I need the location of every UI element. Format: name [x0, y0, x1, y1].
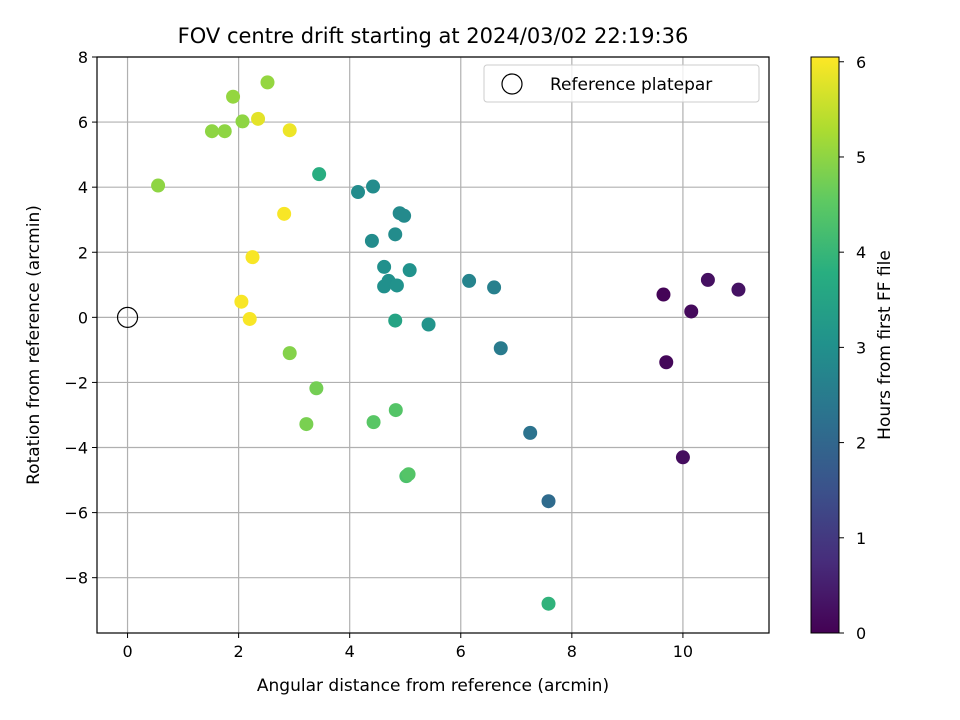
data-point [309, 381, 324, 396]
x-axis-ticks: 0 2 4 6 8 10 [122, 633, 693, 661]
legend-label: Reference platepar [550, 75, 712, 95]
colorbar-label: Hours from first FF file [875, 250, 895, 440]
data-point [487, 280, 502, 295]
data-point [523, 425, 538, 440]
data-point [700, 272, 715, 287]
data-point [251, 111, 266, 126]
legend-box [483, 64, 760, 103]
data-point [421, 317, 436, 332]
x-tick-label: 0 [122, 642, 132, 661]
data-points [151, 75, 746, 611]
colorbar-tick-label: 5 [856, 148, 866, 167]
colorbar-tick-label: 1 [856, 529, 866, 548]
data-point [731, 282, 746, 297]
y-tick-label: 8 [78, 48, 88, 67]
data-point [388, 227, 403, 242]
data-point [245, 250, 260, 265]
data-point [351, 185, 366, 200]
colorbar-tick-label: 4 [856, 243, 866, 262]
data-point [388, 403, 403, 418]
x-tick-label: 4 [345, 642, 355, 661]
data-point [659, 355, 674, 370]
colorbar-tick-label: 0 [856, 624, 866, 643]
data-point [312, 167, 327, 182]
data-point [541, 596, 556, 611]
data-point [397, 208, 412, 223]
data-point [151, 178, 166, 193]
colorbar-frame [810, 56, 840, 634]
data-point [389, 278, 404, 293]
data-point [684, 304, 699, 319]
data-point [377, 259, 392, 274]
colorbar-ticks: 0 1 2 3 4 5 6 [839, 53, 866, 643]
data-point [242, 311, 257, 326]
reference-marker-layer [116, 306, 139, 328]
x-tick-label: 10 [673, 642, 693, 661]
data-point [462, 273, 477, 288]
colorbar-tick-label: 2 [856, 434, 866, 453]
data-point [388, 313, 403, 328]
data-point [364, 233, 379, 248]
data-point [541, 494, 556, 509]
y-tick-label: −2 [64, 373, 88, 392]
data-point [226, 89, 241, 104]
y-tick-label: −4 [64, 439, 88, 458]
y-axis-ticks: 8 6 4 2 0 −2 −4 −6 −8 [64, 48, 97, 588]
y-tick-label: 0 [78, 308, 88, 327]
data-point [656, 287, 671, 302]
chart-title: FOV centre drift starting at 2024/03/02 … [178, 24, 689, 48]
colorbar: 0 1 2 3 4 5 6 Hours from first FF file [810, 53, 895, 643]
x-tick-label: 8 [567, 642, 577, 661]
y-tick-label: 4 [78, 178, 88, 197]
data-point [366, 415, 381, 430]
x-tick-label: 2 [234, 642, 244, 661]
data-point [282, 123, 297, 138]
data-point [675, 450, 690, 465]
y-axis-label: Rotation from reference (arcmin) [24, 205, 44, 485]
data-point [204, 124, 219, 139]
data-point [217, 124, 232, 139]
data-point [299, 417, 314, 432]
data-point [366, 179, 381, 194]
data-point [401, 467, 416, 482]
grid [97, 56, 769, 633]
legend-reference-marker [501, 73, 523, 95]
data-point [277, 206, 292, 221]
y-tick-label: 6 [78, 113, 88, 132]
data-point [402, 263, 417, 278]
x-axis-label: Angular distance from reference (arcmin) [257, 676, 609, 696]
colorbar-tick-label: 3 [856, 338, 866, 357]
legend: Reference platepar [483, 64, 760, 103]
x-tick-label: 6 [456, 642, 466, 661]
data-point [235, 114, 250, 129]
plot-frame [96, 56, 770, 634]
colorbar-tick-label: 6 [856, 53, 866, 72]
y-tick-label: 2 [78, 243, 88, 262]
data-point [282, 346, 297, 361]
reference-platepar-marker [116, 306, 139, 328]
y-tick-label: −8 [64, 569, 88, 588]
data-point [234, 294, 249, 309]
data-point [260, 75, 275, 90]
colorbar-gradient [811, 57, 839, 633]
data-point [493, 341, 508, 356]
y-tick-label: −6 [64, 504, 88, 523]
